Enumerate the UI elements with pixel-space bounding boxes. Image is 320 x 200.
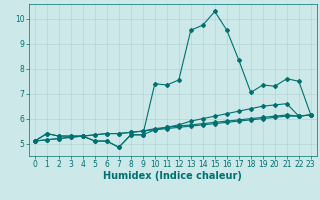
X-axis label: Humidex (Indice chaleur): Humidex (Indice chaleur) bbox=[103, 171, 242, 181]
